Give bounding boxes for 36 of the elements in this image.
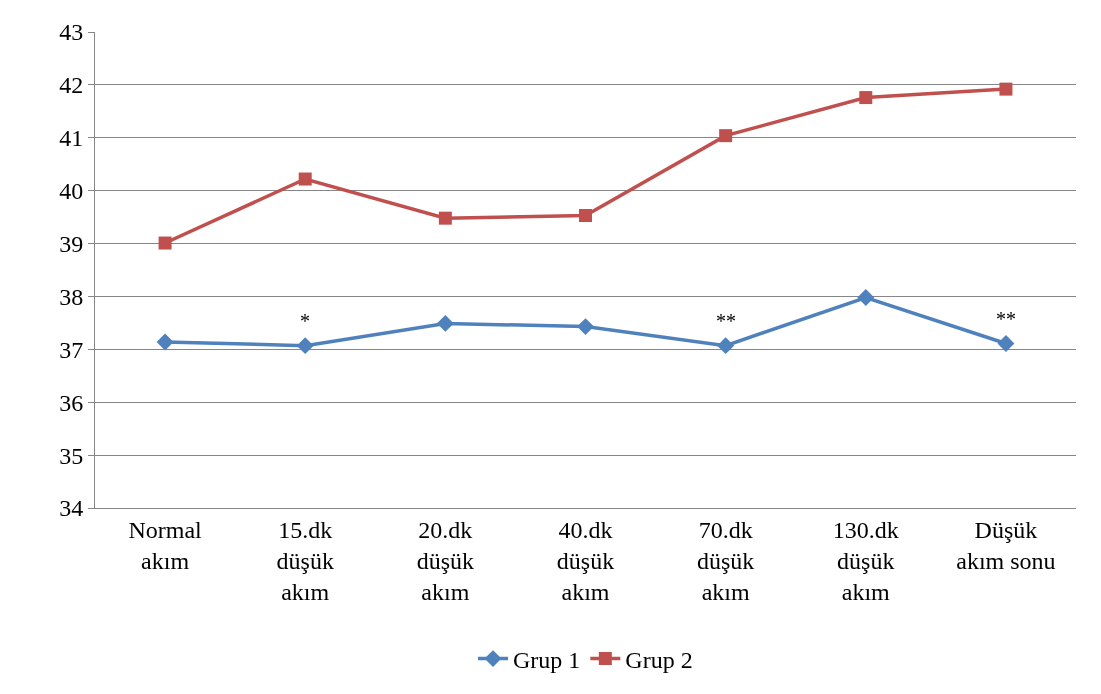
- y-tick-label: 38: [59, 283, 84, 310]
- annotation: *: [300, 310, 310, 332]
- point: [997, 335, 1015, 352]
- y-tick-label: 36: [59, 389, 84, 416]
- x-tick-label: 20.dk düşük akım: [416, 516, 475, 606]
- legend-label: Grup 2: [625, 646, 693, 673]
- point: [859, 91, 873, 105]
- point: [298, 172, 312, 186]
- x-tick-label: 130.dk düşük akım: [832, 516, 899, 606]
- y-tick-label: 37: [59, 336, 84, 363]
- annotation: **: [716, 310, 736, 332]
- point: [158, 236, 172, 250]
- point: [296, 337, 314, 355]
- point: [857, 289, 875, 306]
- point: [579, 209, 592, 223]
- y-tick-label: 42: [59, 72, 84, 99]
- x-tick-label: Normal akım: [128, 516, 203, 574]
- y-tick-label: 34: [59, 495, 84, 522]
- point: [719, 129, 733, 143]
- y-tick-label: 43: [59, 19, 84, 46]
- x-tick-label: 15.dk düşük akım: [276, 516, 334, 606]
- point: [436, 314, 454, 332]
- x-tick-label: 40.dk düşük akım: [556, 516, 615, 606]
- y-tick-label: 39: [59, 230, 84, 257]
- point: [156, 333, 174, 351]
- y-tick-label: 40: [59, 178, 84, 205]
- y-tick-label: 35: [59, 442, 84, 469]
- annotation: **: [996, 308, 1016, 330]
- point: [438, 211, 452, 225]
- x-tick-label: 70.dk düşük akım: [696, 516, 755, 606]
- point: [577, 318, 594, 336]
- legend-label: Grup 1: [513, 646, 581, 673]
- point: [717, 337, 735, 355]
- x-tick-label: Düşük akım sonu: [956, 516, 1056, 574]
- point: [999, 82, 1013, 96]
- y-tick-label: 41: [59, 125, 84, 152]
